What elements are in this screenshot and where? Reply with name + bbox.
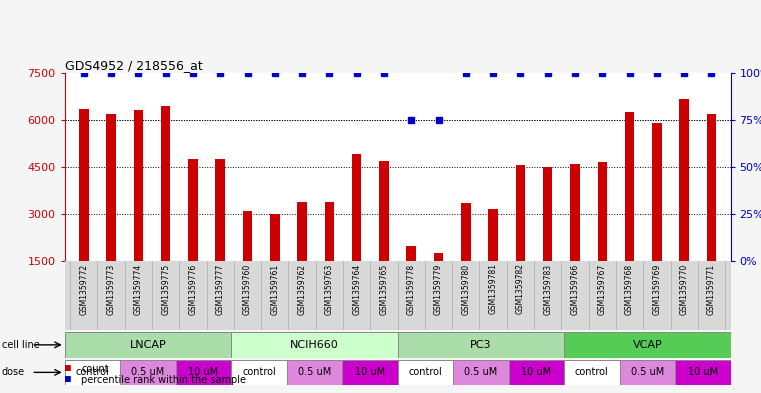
Text: GSM1359769: GSM1359769: [652, 263, 661, 315]
Bar: [564, 360, 619, 385]
Text: GSM1359782: GSM1359782: [516, 263, 525, 314]
Bar: [406, 246, 416, 261]
Text: 0.5 uM: 0.5 uM: [298, 367, 331, 377]
Bar: [489, 209, 498, 261]
Bar: [287, 360, 342, 385]
Text: GSM1359764: GSM1359764: [352, 263, 361, 315]
Text: GSM1359778: GSM1359778: [407, 263, 416, 314]
Bar: [707, 114, 716, 261]
Text: LNCAP: LNCAP: [129, 340, 167, 350]
Text: control: control: [242, 367, 275, 377]
Text: control: control: [75, 367, 110, 377]
Text: GDS4952 / 218556_at: GDS4952 / 218556_at: [65, 59, 202, 72]
Text: GSM1359760: GSM1359760: [243, 263, 252, 315]
Bar: [120, 360, 176, 385]
Bar: [619, 360, 675, 385]
Bar: [342, 360, 397, 385]
Bar: [231, 360, 287, 385]
Bar: [397, 332, 564, 358]
Bar: [107, 114, 116, 261]
Text: count: count: [81, 364, 109, 374]
Text: VCAP: VCAP: [632, 340, 662, 350]
Text: GSM1359766: GSM1359766: [571, 263, 580, 315]
Text: ■: ■: [65, 364, 71, 373]
Bar: [680, 99, 689, 261]
Bar: [352, 154, 361, 261]
Text: GSM1359779: GSM1359779: [434, 263, 443, 315]
Bar: [543, 167, 552, 261]
Text: control: control: [575, 367, 609, 377]
Text: percentile rank within the sample: percentile rank within the sample: [81, 375, 247, 385]
Text: PC3: PC3: [470, 340, 492, 350]
Text: dose: dose: [2, 367, 24, 377]
Bar: [65, 332, 231, 358]
Bar: [397, 360, 453, 385]
Text: GSM1359776: GSM1359776: [189, 263, 197, 315]
Text: GSM1359761: GSM1359761: [270, 263, 279, 314]
Bar: [231, 332, 397, 358]
Bar: [325, 202, 334, 261]
Bar: [215, 159, 225, 261]
Text: GSM1359775: GSM1359775: [161, 263, 170, 315]
Bar: [298, 202, 307, 261]
Bar: [625, 112, 635, 261]
Text: 10 uM: 10 uM: [521, 367, 552, 377]
Text: GSM1359783: GSM1359783: [543, 263, 552, 314]
Text: GSM1359762: GSM1359762: [298, 263, 307, 314]
Text: 10 uM: 10 uM: [355, 367, 385, 377]
Bar: [65, 360, 120, 385]
Text: 10 uM: 10 uM: [688, 367, 718, 377]
Text: 0.5 uM: 0.5 uM: [464, 367, 498, 377]
Bar: [79, 109, 88, 261]
Text: GSM1359771: GSM1359771: [707, 263, 716, 314]
Bar: [188, 159, 198, 261]
Text: GSM1359768: GSM1359768: [625, 263, 634, 314]
Text: GSM1359770: GSM1359770: [680, 263, 689, 315]
Text: GSM1359772: GSM1359772: [79, 263, 88, 314]
Bar: [270, 214, 279, 261]
Bar: [176, 360, 231, 385]
Text: GSM1359763: GSM1359763: [325, 263, 334, 315]
Bar: [461, 203, 470, 261]
Text: GSM1359773: GSM1359773: [107, 263, 116, 315]
Text: GSM1359767: GSM1359767: [598, 263, 607, 315]
Bar: [508, 360, 564, 385]
Bar: [675, 360, 731, 385]
Text: 0.5 uM: 0.5 uM: [132, 367, 164, 377]
Bar: [564, 332, 731, 358]
Bar: [243, 211, 253, 261]
Text: NCIH660: NCIH660: [290, 340, 339, 350]
Bar: [652, 123, 661, 261]
Text: GSM1359765: GSM1359765: [380, 263, 388, 315]
Text: 10 uM: 10 uM: [188, 367, 218, 377]
Text: control: control: [409, 367, 442, 377]
Text: GSM1359780: GSM1359780: [461, 263, 470, 314]
Text: cell line: cell line: [2, 340, 40, 350]
Text: 0.5 uM: 0.5 uM: [631, 367, 664, 377]
Text: ■: ■: [65, 374, 71, 384]
Bar: [570, 164, 580, 261]
Bar: [434, 253, 444, 261]
Bar: [161, 106, 170, 261]
Bar: [597, 162, 607, 261]
Bar: [379, 161, 389, 261]
Text: GSM1359774: GSM1359774: [134, 263, 143, 315]
Text: GSM1359781: GSM1359781: [489, 263, 498, 314]
Text: GSM1359777: GSM1359777: [215, 263, 224, 315]
Bar: [134, 110, 143, 261]
Bar: [516, 165, 525, 261]
Bar: [453, 360, 508, 385]
